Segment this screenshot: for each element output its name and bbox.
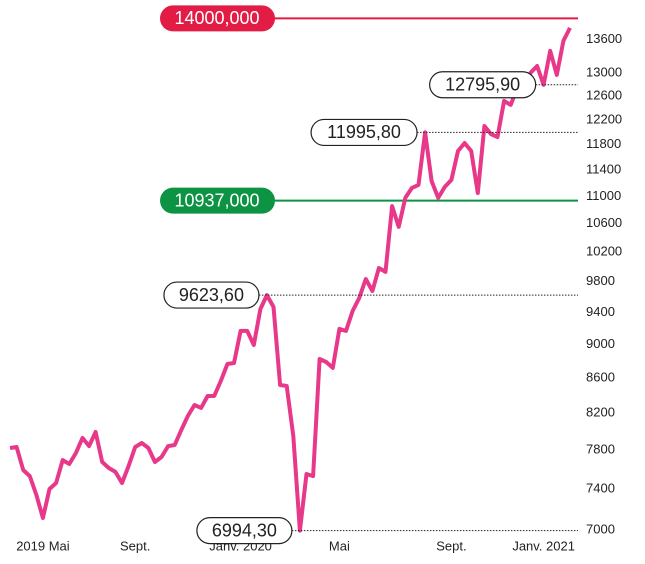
line <box>9 26 572 533</box>
y-tick-label: 10600 <box>586 215 622 230</box>
annotation-label: 6994,30 <box>212 520 277 540</box>
y-tick-label: 7000 <box>586 521 615 536</box>
y-tick-label: 11800 <box>586 136 621 151</box>
y-tick-label: 11000 <box>586 188 621 203</box>
y-tick-label: 8200 <box>586 405 615 420</box>
x-tick-label: Sept. <box>436 538 466 553</box>
y-tick-label: 13000 <box>586 65 622 80</box>
reference-label: 10937,000 <box>174 190 259 210</box>
y-tick-label: 9400 <box>586 304 615 319</box>
annotation-bubble <box>310 118 418 147</box>
annotation-label: 9623,60 <box>179 285 244 305</box>
y-tick-label: 12200 <box>586 111 622 126</box>
y-tick-label: 11400 <box>586 161 621 176</box>
reference-pill <box>160 5 275 32</box>
annotation-label: 11995,80 <box>327 122 401 142</box>
y-tick-label: 10200 <box>586 244 622 259</box>
y-tick-label: 8600 <box>586 370 615 385</box>
reference-label: 14000,000 <box>174 8 259 28</box>
x-tick-label: 2019 Mai <box>16 538 70 553</box>
annotation-label: 12795,90 <box>445 75 520 95</box>
y-tick-label: 9000 <box>586 336 615 351</box>
annotation-bubble <box>196 517 293 545</box>
y-tick-label: 7800 <box>586 442 615 457</box>
x-tick-label: Mai <box>329 538 350 553</box>
y-tick-label: 12600 <box>586 88 622 103</box>
annotation-bubble <box>429 71 537 99</box>
reference-pill <box>160 187 275 214</box>
y-tick-label: 9800 <box>586 273 615 288</box>
y-tick-label: 13600 <box>586 31 622 46</box>
x-tick-label: Sept. <box>120 538 150 553</box>
x-tick-label: Janv. 2021 <box>512 538 575 553</box>
y-tick-label: 7400 <box>586 480 615 495</box>
annotation-bubble <box>163 281 260 309</box>
